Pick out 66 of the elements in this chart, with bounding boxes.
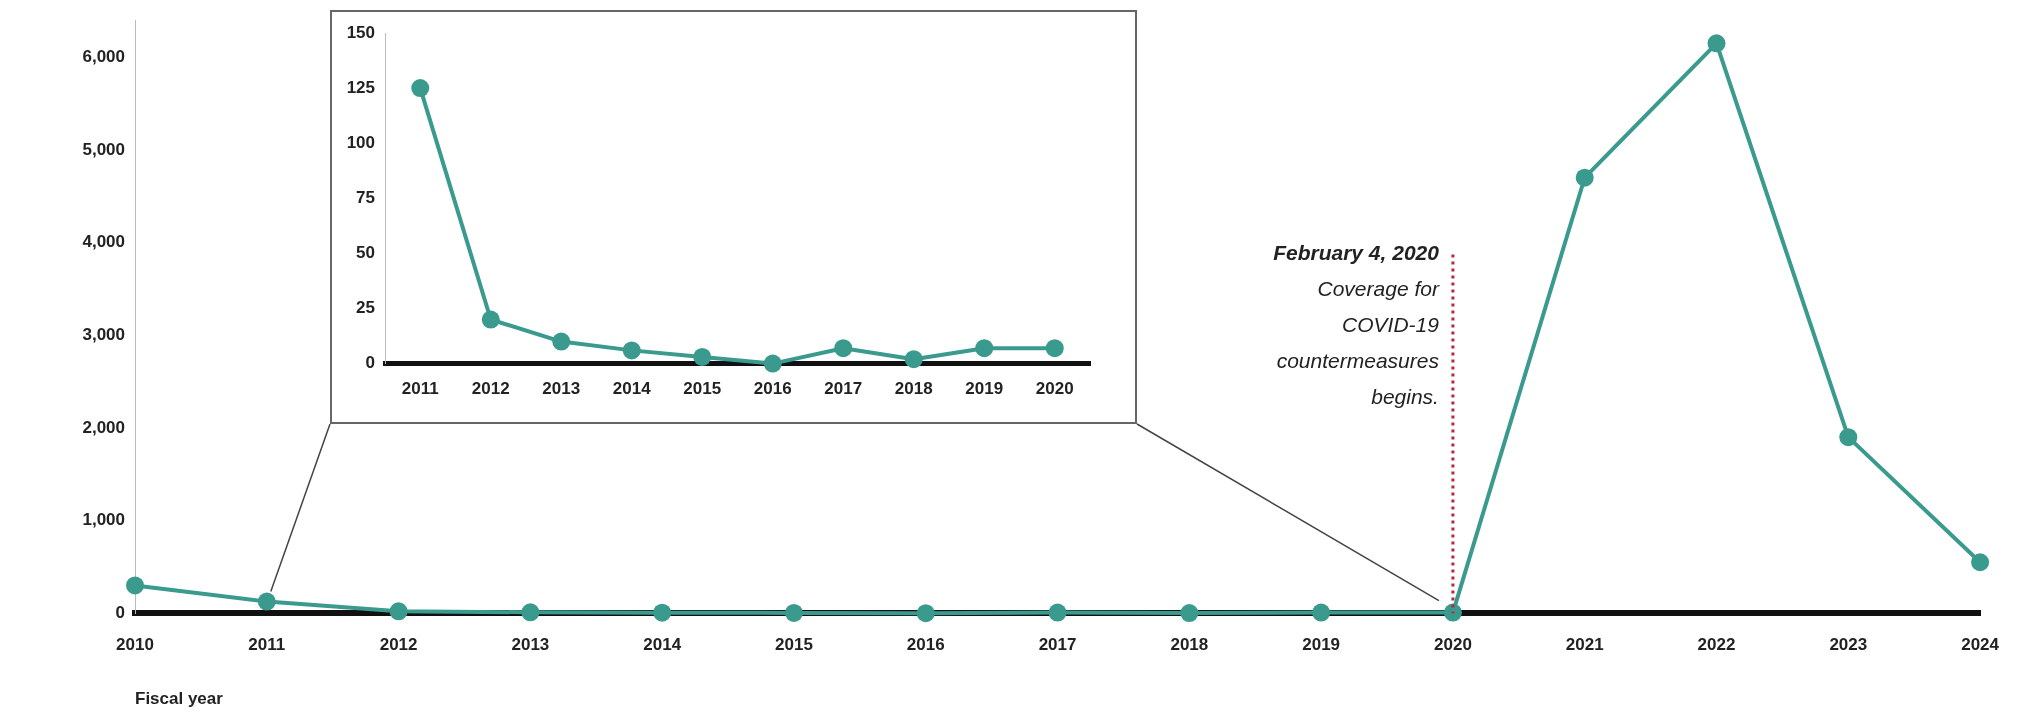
x-tick-label: 2012 (471, 379, 510, 399)
point (975, 339, 994, 358)
point (521, 603, 540, 622)
point (693, 347, 712, 366)
x-tick-label: 2020 (1035, 379, 1074, 399)
point (1707, 34, 1726, 53)
point (1180, 604, 1199, 623)
point (653, 603, 672, 622)
x-tick-label: 2013 (511, 635, 550, 655)
point (411, 79, 430, 98)
point (389, 602, 408, 621)
point (1839, 428, 1858, 447)
point (916, 604, 935, 623)
x-tick-label: 2016 (753, 379, 792, 399)
x-tick-label: 2022 (1697, 635, 1736, 655)
y-tick-label: 5,000 (82, 139, 125, 159)
y-tick-label: 25 (356, 298, 375, 318)
point (834, 339, 853, 358)
x-tick-label: 2021 (1565, 635, 1604, 655)
x-tick-label: 2023 (1829, 635, 1868, 655)
ref-line-label: February 4, 2020 Coverage for COVID-19 countermeasures begins. (1273, 241, 1440, 409)
x-tick-label: 2014 (643, 635, 682, 655)
point (1575, 168, 1594, 187)
x-tick-label: 2019 (965, 379, 1004, 399)
x-tick-label: 2020 (1434, 635, 1472, 655)
x-tick-label: 2019 (1302, 635, 1341, 655)
x-tick-label: 2017 (1038, 635, 1077, 655)
y-tick-label: 100 (346, 132, 375, 152)
x-axis-title: Fiscal year (135, 689, 224, 709)
x-tick-label: 2015 (775, 635, 813, 655)
point (1443, 603, 1462, 622)
y-tick-label: 2,000 (82, 417, 125, 437)
y-tick-label: 0 (115, 602, 125, 622)
x-tick-label: 2014 (612, 379, 652, 399)
x-tick-label: 2016 (906, 635, 945, 655)
point (481, 310, 500, 329)
x-tick-label: 2018 (1170, 635, 1209, 655)
point (784, 603, 803, 622)
y-tick-label: 50 (356, 243, 375, 263)
x-tick-label: 2011 (401, 379, 439, 399)
y-tick-label: 1,000 (82, 510, 125, 530)
point (552, 332, 571, 351)
point (126, 576, 144, 595)
y-tick-label: 150 (346, 22, 375, 42)
y-tick-label: 4,000 (82, 232, 125, 252)
x-tick-label: 2017 (824, 379, 863, 399)
x-tick-label: 2013 (542, 379, 581, 399)
y-tick-label: 125 (346, 77, 375, 97)
x-tick-label: 2024 (1961, 635, 2000, 655)
point (257, 592, 276, 611)
y-tick-label: 6,000 (82, 46, 125, 66)
x-tick-label: 2011 (248, 635, 286, 655)
x-tick-label: 2012 (379, 635, 418, 655)
point (622, 341, 641, 360)
point (1045, 339, 1064, 358)
x-tick-label: 2018 (894, 379, 933, 399)
y-tick-label: 75 (356, 187, 375, 207)
point (1312, 603, 1331, 622)
point (1048, 603, 1067, 622)
y-tick-label: 0 (365, 353, 375, 373)
x-tick-label: 2010 (116, 635, 154, 655)
point (1971, 553, 1990, 572)
y-tick-label: 3,000 (82, 324, 125, 344)
x-tick-label: 2015 (683, 379, 722, 399)
point (763, 354, 782, 373)
point (904, 350, 923, 369)
